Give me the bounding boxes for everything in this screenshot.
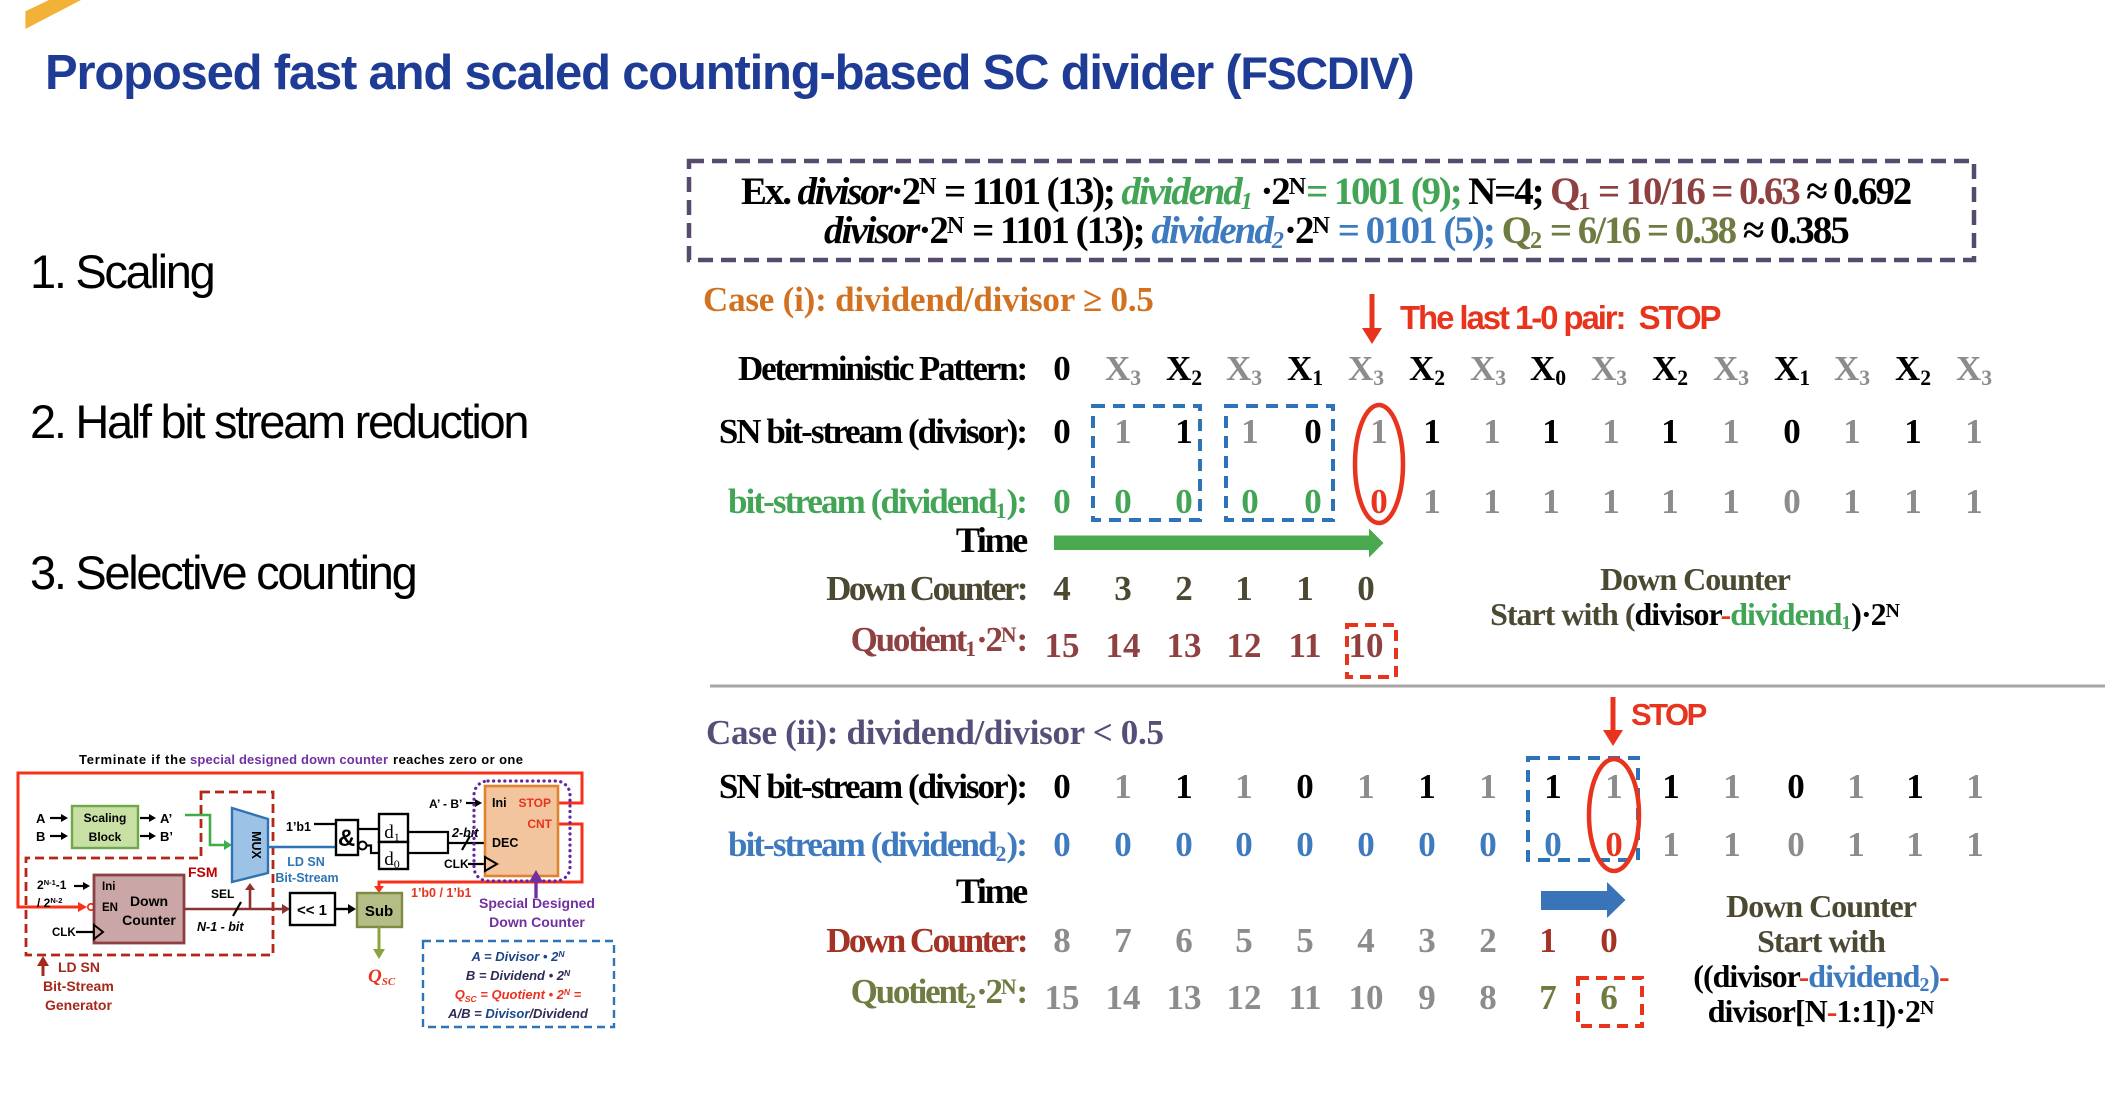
svg-text:MUX: MUX xyxy=(249,831,263,859)
svg-text:reaches zero or one: reaches zero or one xyxy=(393,752,523,767)
svg-text:N-1 - bit: N-1 - bit xyxy=(197,920,244,934)
svg-text:EN: EN xyxy=(102,902,118,914)
svg-text:FSM: FSM xyxy=(188,864,218,880)
svg-text:Generator: Generator xyxy=(45,997,112,1013)
svg-text:QSC = Quotient • 2N =: QSC = Quotient • 2N = xyxy=(455,987,582,1004)
svg-text:2-bit: 2-bit xyxy=(451,826,479,840)
svg-text:A: A xyxy=(36,811,46,826)
svg-text:CLK: CLK xyxy=(444,857,469,871)
svg-text:A’: A’ xyxy=(160,811,172,826)
svg-text:A = Divisor • 2N: A = Divisor • 2N xyxy=(471,949,566,964)
svg-text:Terminate if the: Terminate if the xyxy=(79,752,186,767)
svg-text:DEC: DEC xyxy=(492,836,518,850)
svg-text:1’b0 / 1’b1: 1’b0 / 1’b1 xyxy=(411,886,471,900)
svg-text:special designed down counter: special designed down counter xyxy=(190,752,388,767)
svg-text:QSC: QSC xyxy=(368,966,396,988)
svg-text:B = Dividend • 2N: B = Dividend • 2N xyxy=(466,968,571,983)
svg-text:LD SN: LD SN xyxy=(58,959,100,975)
svg-text:Counter: Counter xyxy=(122,912,176,928)
svg-text:CNT: CNT xyxy=(527,817,552,831)
svg-text:Bit-Stream: Bit-Stream xyxy=(43,978,114,994)
svg-text:Down: Down xyxy=(130,893,168,909)
svg-text:Bit-Stream: Bit-Stream xyxy=(275,871,338,885)
svg-text:CLK: CLK xyxy=(52,927,76,939)
svg-text:<< 1: << 1 xyxy=(297,902,327,919)
svg-text:2N-1-1: 2N-1-1 xyxy=(37,878,67,892)
svg-text:Block: Block xyxy=(89,830,122,844)
svg-text:LD SN: LD SN xyxy=(287,855,325,869)
svg-text:Special Designed: Special Designed xyxy=(479,895,595,911)
svg-text:STOP: STOP xyxy=(519,796,551,810)
svg-text:Down Counter: Down Counter xyxy=(489,914,585,930)
svg-text:SEL: SEL xyxy=(211,887,234,901)
svg-text:Ini: Ini xyxy=(102,881,115,893)
svg-text:1’b1: 1’b1 xyxy=(286,820,311,834)
svg-text:Ini: Ini xyxy=(492,796,507,810)
svg-text:&: & xyxy=(338,825,355,852)
svg-text:Scaling: Scaling xyxy=(84,811,127,825)
svg-text:Sub: Sub xyxy=(365,903,393,920)
svg-text:B: B xyxy=(36,829,45,844)
svg-text:A/B = Divisor/Dividend: A/B = Divisor/Dividend xyxy=(447,1006,589,1021)
svg-text:A’ - B’: A’ - B’ xyxy=(429,797,462,811)
svg-text:B’: B’ xyxy=(160,829,173,844)
